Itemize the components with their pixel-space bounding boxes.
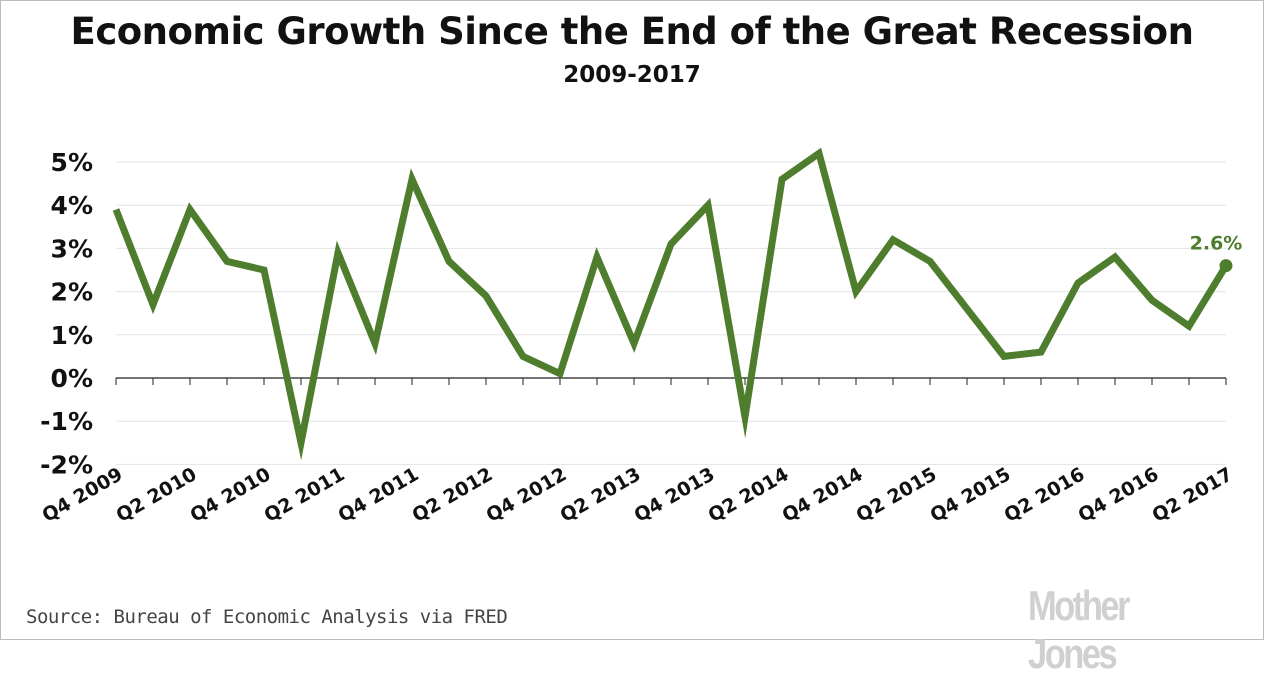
series-line bbox=[112, 147, 1229, 461]
mother-jones-logo: Mother Jones bbox=[1028, 582, 1131, 677]
x-tick-label: Q2 2011 bbox=[261, 463, 349, 526]
chart-title: Economic Growth Since the End of the Gre… bbox=[70, 10, 1194, 53]
y-tick-label: -1% bbox=[40, 407, 93, 436]
data-point bbox=[1219, 259, 1233, 273]
y-tick-label: -2% bbox=[40, 450, 93, 479]
x-tick-label: Q4 2010 bbox=[187, 463, 275, 526]
y-tick-label: 1% bbox=[51, 321, 93, 350]
x-tick-label: Q2 2015 bbox=[853, 463, 941, 526]
chart-subtitle: 2009-2017 bbox=[563, 62, 701, 88]
x-tick-label: Q4 2015 bbox=[927, 463, 1015, 526]
x-tick-label: Q4 2012 bbox=[483, 463, 571, 526]
y-tick-label: 5% bbox=[51, 148, 93, 177]
y-tick-label: 0% bbox=[51, 364, 93, 393]
x-tick-label: Q2 2014 bbox=[705, 463, 793, 526]
x-tick-label: Q2 2016 bbox=[1001, 463, 1089, 526]
x-tick-label: Q2 2013 bbox=[557, 463, 645, 526]
y-tick-label: 3% bbox=[51, 234, 93, 263]
source-note: Source: Bureau of Economic Analysis via … bbox=[26, 606, 508, 628]
x-tick-label: Q4 2013 bbox=[631, 463, 719, 526]
x-tick-label: Q4 2011 bbox=[335, 463, 423, 526]
last-value-label: 2.6% bbox=[1190, 233, 1243, 255]
y-tick-label: 4% bbox=[51, 191, 93, 220]
x-tick-label: Q4 2014 bbox=[779, 463, 867, 526]
y-tick-label: 2% bbox=[51, 278, 93, 307]
x-tick-label: Q2 2010 bbox=[113, 463, 201, 526]
x-tick-label: Q2 2012 bbox=[409, 463, 497, 526]
x-tick-label: Q4 2016 bbox=[1075, 463, 1163, 526]
x-tick-label: Q2 2017 bbox=[1149, 463, 1237, 526]
